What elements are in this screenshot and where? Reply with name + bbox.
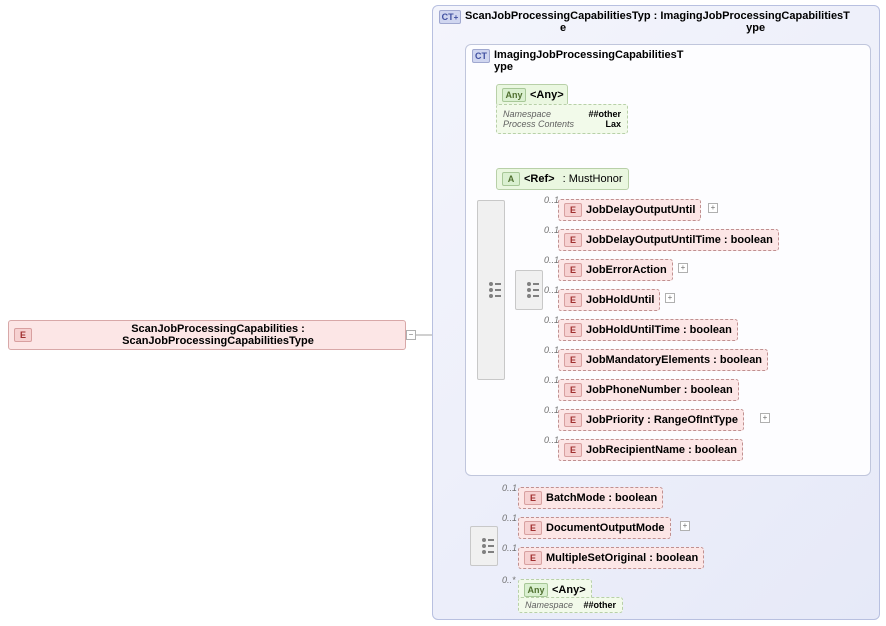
outer-title: ScanJobProcessingCapabilitiesTyp : Imagi… bbox=[465, 10, 850, 22]
root-element[interactable]: E ScanJobProcessingCapabilities : ScanJo… bbox=[8, 320, 406, 350]
any-badge: Any bbox=[502, 88, 526, 102]
card: 0..1 bbox=[544, 255, 559, 265]
card: 0..1 bbox=[544, 375, 559, 385]
card: 0..1 bbox=[544, 315, 559, 325]
inner-el-0[interactable]: EJobDelayOutputUntil bbox=[558, 199, 701, 221]
root-label: ScanJobProcessingCapabilities : ScanJobP… bbox=[36, 323, 400, 347]
card: 0..1 bbox=[544, 405, 559, 415]
inner-el-3[interactable]: EJobHoldUntil bbox=[558, 289, 660, 311]
outer-title-wrap1: e bbox=[560, 22, 566, 34]
inner-el-1[interactable]: EJobDelayOutputUntilTime : boolean bbox=[558, 229, 779, 251]
any-details: Namespace##other Process ContentsLax bbox=[496, 104, 628, 134]
inner-el-7[interactable]: EJobPriority : RangeOfIntType bbox=[558, 409, 744, 431]
outer-el-2[interactable]: EMultipleSetOriginal : boolean bbox=[518, 547, 704, 569]
ref-node[interactable]: A <Ref> : MustHonor bbox=[496, 168, 629, 190]
outer-el-1[interactable]: EDocumentOutputMode bbox=[518, 517, 671, 539]
inner-el-8[interactable]: EJobRecipientName : boolean bbox=[558, 439, 743, 461]
any-label: <Any> bbox=[530, 89, 564, 101]
ct-badge: CT bbox=[472, 49, 490, 63]
outer-any-details: Namespace##other bbox=[518, 597, 623, 613]
card: 0..1 bbox=[544, 195, 559, 205]
inner-el-2[interactable]: EJobErrorAction bbox=[558, 259, 673, 281]
ref-attr: : MustHonor bbox=[563, 173, 623, 185]
card: 0..* bbox=[502, 575, 516, 585]
outer-seq bbox=[470, 526, 498, 566]
any-node[interactable]: Any <Any> bbox=[496, 84, 568, 106]
expand-icon[interactable]: + bbox=[680, 521, 690, 531]
ctp-badge: CT+ bbox=[439, 10, 461, 24]
ref-label: <Ref> bbox=[524, 173, 555, 185]
card: 0..1 bbox=[544, 285, 559, 295]
outer-el-0[interactable]: EBatchMode : boolean bbox=[518, 487, 663, 509]
inner-el-5[interactable]: EJobMandatoryElements : boolean bbox=[558, 349, 768, 371]
inner-seq bbox=[477, 200, 505, 380]
inner-title-wrap: ype bbox=[494, 61, 684, 73]
e-badge: E bbox=[14, 328, 32, 342]
card: 0..1 bbox=[502, 513, 517, 523]
card: 0..1 bbox=[544, 345, 559, 355]
a-badge: A bbox=[502, 172, 520, 186]
card: 0..1 bbox=[544, 225, 559, 235]
expand-icon[interactable]: + bbox=[708, 203, 718, 213]
inner-elements-seq bbox=[515, 270, 543, 310]
inner-el-4[interactable]: EJobHoldUntilTime : boolean bbox=[558, 319, 738, 341]
expand-icon[interactable]: + bbox=[678, 263, 688, 273]
root-expand[interactable]: − bbox=[406, 330, 416, 340]
card: 0..1 bbox=[502, 543, 517, 553]
expand-icon[interactable]: + bbox=[760, 413, 770, 423]
card: 0..1 bbox=[502, 483, 517, 493]
expand-icon[interactable]: + bbox=[665, 293, 675, 303]
inner-el-6[interactable]: EJobPhoneNumber : boolean bbox=[558, 379, 739, 401]
card: 0..1 bbox=[544, 435, 559, 445]
outer-title-wrap2: ype bbox=[746, 22, 765, 34]
inner-title: ImagingJobProcessingCapabilitiesT bbox=[494, 49, 684, 61]
